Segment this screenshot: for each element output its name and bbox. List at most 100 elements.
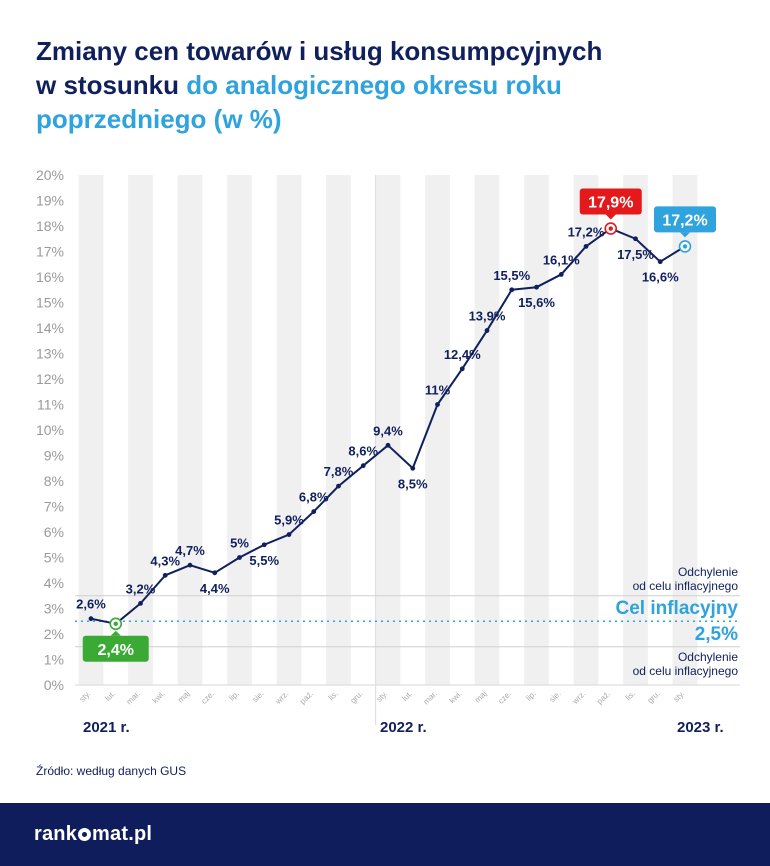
- deviation-upper-label-1: Odchylenie: [678, 565, 738, 579]
- data-label: 13,9%: [469, 309, 506, 324]
- data-point: [558, 272, 564, 277]
- data-label: 5%: [230, 536, 249, 551]
- inflation-line-chart: 0% 1% 2% 3% 4% 5% 6% 7% 8% 9% 10% 11% 12% 13% 14% 15% 16…: [36, 167, 740, 736]
- data-point: [484, 328, 490, 333]
- data-label: 11%: [425, 383, 451, 398]
- data-label: 16,1%: [543, 252, 580, 267]
- data-point: [385, 442, 391, 448]
- data-point: [187, 562, 193, 568]
- y-tick-label: 16%: [36, 269, 64, 285]
- data-label: 12,4%: [444, 347, 481, 362]
- x-tick-label: lip.: [524, 689, 538, 703]
- data-label: 4,7%: [175, 543, 205, 558]
- x-tick-label: kwi.: [151, 689, 167, 705]
- value-callout-pointer: [110, 630, 121, 636]
- month-band: [573, 175, 599, 685]
- year-label: 2022 r.: [380, 719, 427, 736]
- x-tick-label: lut.: [103, 689, 117, 703]
- y-tick-label: 13%: [36, 346, 64, 362]
- data-label: 16,6%: [642, 270, 679, 285]
- data-point: [435, 402, 440, 407]
- y-tick-label: 14%: [36, 320, 64, 336]
- month-band: [326, 175, 351, 685]
- y-tick-label: 0%: [44, 677, 64, 693]
- highlight-point-center: [608, 226, 613, 231]
- x-tick-label: mar.: [125, 689, 142, 706]
- month-band: [78, 175, 104, 685]
- chart-title: Zmiany cen towarów i usług konsumpcyjnyc…: [36, 34, 736, 136]
- value-callout-box: [82, 635, 149, 662]
- data-label: 17,2%: [568, 224, 605, 239]
- logo-text-start: rank: [34, 823, 78, 845]
- x-tick-label: sty.: [375, 689, 390, 704]
- value-callout-box: [579, 188, 642, 215]
- month-band: [375, 175, 401, 685]
- y-tick-label: 15%: [36, 295, 64, 311]
- year-label: 2021 r.: [83, 719, 130, 736]
- y-tick-label: 19%: [36, 193, 64, 209]
- y-tick-label: 8%: [44, 473, 64, 489]
- month-band: [276, 175, 302, 685]
- month-band: [672, 175, 698, 685]
- x-tick-label: sie.: [547, 689, 562, 704]
- value-callout-box: [654, 206, 716, 233]
- data-point: [286, 532, 292, 537]
- data-label: 7,8%: [324, 464, 354, 479]
- x-tick-label: maj: [176, 689, 192, 705]
- data-point: [509, 287, 515, 293]
- data-point: [583, 244, 589, 249]
- data-point: [88, 616, 94, 622]
- y-tick-label: 18%: [36, 218, 64, 234]
- data-point: [336, 483, 341, 489]
- y-tick-label: 12%: [36, 371, 64, 387]
- source-note: Źródło: według danych GUS: [36, 764, 187, 778]
- value-callout-pointer: [680, 232, 690, 238]
- x-tick-label: lis.: [327, 689, 340, 702]
- y-tick-label: 20%: [36, 167, 64, 183]
- y-tick-label: 2%: [44, 626, 64, 642]
- y-tick-label: 5%: [44, 550, 64, 566]
- data-label: 4,4%: [200, 581, 230, 596]
- month-band: [623, 175, 648, 685]
- x-tick-label: cze.: [496, 689, 513, 706]
- x-tick-label: wrz.: [273, 689, 290, 706]
- month-band: [474, 175, 500, 685]
- data-label: 15,5%: [493, 268, 530, 283]
- value-callout-label: 2,4%: [98, 642, 134, 659]
- data-point: [138, 601, 143, 606]
- data-label: 15,6%: [518, 295, 555, 310]
- y-tick-label: 1%: [44, 652, 64, 668]
- month-band: [227, 175, 252, 685]
- logo-text-end: mat.pl: [92, 823, 153, 845]
- value-callout-label: 17,2%: [662, 212, 707, 229]
- month-band: [177, 175, 203, 685]
- month-band: [425, 175, 450, 685]
- data-label: 4,3%: [150, 553, 180, 568]
- x-tick-label: paź.: [298, 689, 315, 706]
- x-tick-label: mar.: [422, 689, 439, 706]
- y-tick-label: 6%: [44, 524, 64, 540]
- month-band: [128, 175, 153, 685]
- data-label: 17,5%: [617, 247, 654, 262]
- x-tick-label: lut.: [400, 689, 414, 703]
- data-point: [410, 465, 416, 471]
- logo-mark-icon: [78, 828, 92, 841]
- data-point: [237, 555, 242, 560]
- y-tick-label: 9%: [44, 448, 64, 464]
- title-part-3: do analogicznego okresu roku: [186, 70, 562, 100]
- data-point: [534, 284, 539, 290]
- rankomat-logo[interactable]: rank mat.pl: [34, 823, 152, 846]
- x-tick-label: sie.: [250, 689, 265, 704]
- month-band: [524, 175, 549, 685]
- x-tick-label: lis.: [624, 689, 637, 702]
- data-label: 3,2%: [126, 581, 156, 596]
- data-point: [261, 542, 267, 548]
- value-callout-pointer: [605, 214, 616, 220]
- x-tick-label: gru.: [349, 689, 365, 705]
- y-tick-label: 3%: [44, 601, 64, 617]
- y-tick-label: 11%: [37, 397, 64, 413]
- highlight-point-center: [113, 621, 118, 626]
- deviation-upper-label-2: od celu inflacyjnego: [633, 579, 739, 593]
- x-tick-label: lip.: [227, 689, 241, 703]
- year-label: 2023 r.: [677, 719, 724, 736]
